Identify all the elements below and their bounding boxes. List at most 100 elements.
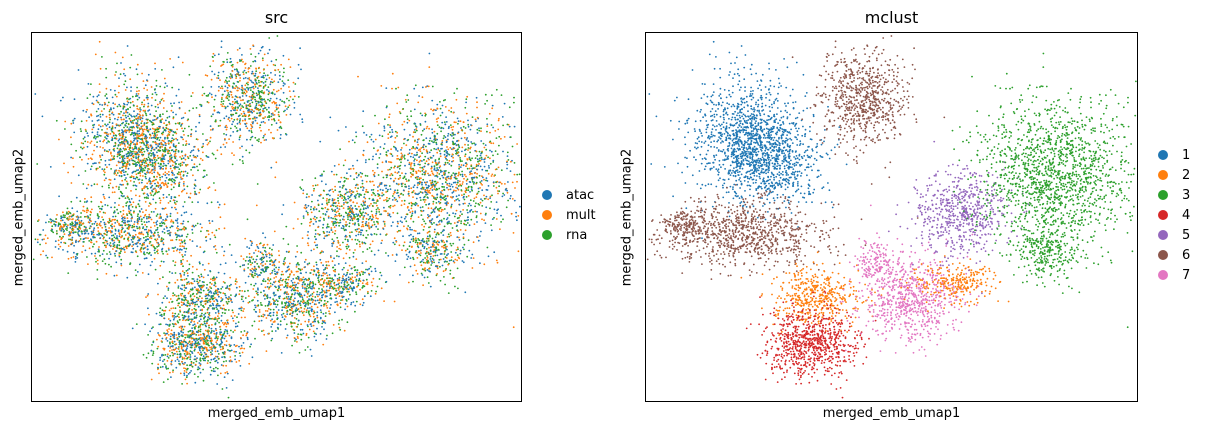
scatter-point (190, 363, 193, 366)
scatter-point (180, 276, 182, 278)
scatter-point (188, 125, 190, 128)
scatter-point (156, 220, 159, 223)
scatter-point (94, 255, 96, 257)
scatter-point (229, 356, 232, 358)
scatter-point (218, 295, 220, 298)
scatter-point (157, 363, 160, 366)
scatter-point (160, 187, 162, 190)
scatter-point (131, 141, 134, 144)
scatter-point (113, 132, 115, 135)
scatter-point (142, 233, 145, 236)
scatter-point (120, 250, 122, 253)
scatter-point (139, 172, 141, 175)
scatter-point (127, 223, 130, 226)
scatter-point (125, 116, 128, 119)
scatter-point (205, 297, 207, 300)
scatter-point (157, 252, 159, 255)
scatter-point (76, 257, 79, 259)
scatter-point (170, 171, 173, 174)
scatter-point (175, 236, 178, 239)
scatter-point (245, 105, 248, 107)
scatter-point (158, 142, 161, 145)
scatter-point (175, 347, 178, 349)
scatter-point (211, 308, 214, 310)
scatter-point (206, 308, 209, 311)
scatter-point (142, 216, 145, 219)
scatter-point (121, 56, 124, 59)
scatter-point (180, 222, 183, 225)
scatter-point (254, 119, 257, 122)
scatter-point (183, 161, 185, 164)
scatter-point (129, 101, 132, 104)
scatter-point (309, 315, 312, 318)
scatter-point (242, 334, 245, 337)
scatter-point (153, 249, 156, 252)
scatter-point (173, 333, 176, 336)
scatter-point (181, 358, 184, 360)
scatter-point (213, 105, 215, 108)
scatter-point (294, 286, 297, 289)
scatter-point (152, 123, 155, 126)
scatter-point (142, 130, 145, 133)
scatter-point (307, 302, 309, 305)
scatter-point (131, 120, 134, 122)
scatter-point (258, 95, 261, 97)
scatter-point (172, 260, 175, 262)
scatter-point (199, 349, 201, 352)
scatter-point (272, 314, 275, 317)
scatter-point (256, 305, 258, 307)
scatter-point (202, 359, 205, 362)
scatter-point (231, 65, 234, 68)
scatter-point (206, 143, 209, 146)
scatter-point (248, 77, 251, 79)
scatter-point (226, 94, 229, 97)
scatter-point (54, 240, 57, 243)
scatter-point (57, 239, 60, 242)
scatter-point (215, 329, 218, 332)
scatter-point (138, 108, 140, 111)
scatter-point (227, 92, 230, 94)
scatter-point (136, 218, 139, 220)
scatter-point (226, 298, 229, 300)
scatter-point (286, 297, 288, 300)
scatter-point (139, 210, 141, 213)
scatter-point (188, 282, 191, 285)
scatter-point (45, 254, 47, 257)
scatter-point (218, 304, 221, 307)
scatter-point (174, 196, 177, 199)
scatter-point (217, 315, 219, 317)
scatter-point (39, 253, 42, 256)
scatter-point (250, 99, 253, 102)
scatter-point (218, 321, 221, 324)
scatter-point (242, 73, 245, 75)
scatter-point (181, 284, 184, 287)
scatter-point (138, 113, 141, 116)
scatter-point (289, 113, 292, 116)
scatter-point (103, 196, 105, 198)
scatter-point (96, 131, 99, 133)
scatter-point (136, 161, 139, 164)
scatter-point (121, 140, 123, 143)
scatter-point (141, 188, 144, 190)
scatter-point (148, 242, 151, 245)
scatter-point (146, 182, 149, 185)
scatter-point (156, 127, 159, 129)
scatter-point (144, 134, 147, 137)
scatter-point (66, 211, 68, 214)
scatter-point (235, 350, 237, 353)
scatter-point (124, 89, 127, 91)
scatter-point (151, 163, 154, 165)
scatter-point (80, 146, 82, 149)
scatter-point (129, 142, 132, 145)
scatter-point (104, 136, 106, 138)
scatter-point (328, 289, 331, 292)
scatter-point (157, 172, 159, 175)
scatter-point (313, 311, 316, 314)
scatter-point (245, 71, 248, 74)
scatter-point (174, 145, 177, 148)
scatter-point (183, 289, 186, 292)
scatter-point (103, 241, 106, 244)
scatter-point (196, 245, 198, 248)
scatter-point (86, 207, 89, 210)
scatter-point (116, 235, 118, 237)
